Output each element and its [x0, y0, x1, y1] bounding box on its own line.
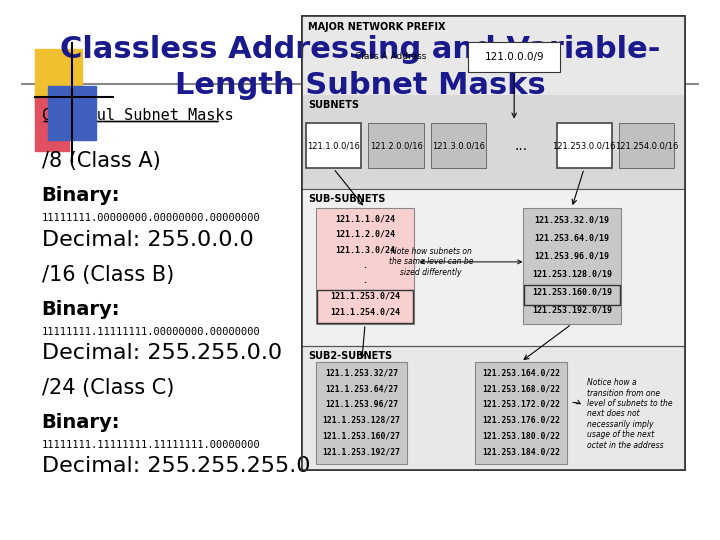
Text: 121.3.0.0/16: 121.3.0.0/16 [432, 141, 485, 150]
Bar [302, 16, 685, 94]
Text: 121.1.253.32/27: 121.1.253.32/27 [325, 368, 398, 377]
Text: 121.253.176.0/22: 121.253.176.0/22 [482, 416, 560, 424]
Text: Classless Addressing and Variable-
Length Subnet Masks: Classless Addressing and Variable- Lengt… [60, 35, 660, 100]
Text: 121.253.32.0/19: 121.253.32.0/19 [534, 216, 609, 225]
Text: 121.253.172.0/22: 121.253.172.0/22 [482, 400, 560, 409]
Text: 121.0.0.0/9: 121.0.0.0/9 [485, 52, 544, 62]
Bar [318, 290, 413, 323]
Text: /24 (Class C): /24 (Class C) [42, 378, 174, 398]
Text: 121.253.180.0/22: 121.253.180.0/22 [482, 431, 560, 441]
Text: 11111111.11111111.11111111.00000000: 11111111.11111111.11111111.00000000 [42, 440, 260, 450]
Text: Note how subnets on
the same level can be
sized differently: Note how subnets on the same level can b… [389, 247, 474, 277]
Text: 121.253.184.0/22: 121.253.184.0/22 [482, 447, 560, 456]
Text: 121.253.168.0/22: 121.253.168.0/22 [482, 384, 560, 393]
Text: 121.253.64.0/19: 121.253.64.0/19 [534, 234, 609, 243]
Text: 11111111.11111111.00000000.00000000: 11111111.11111111.00000000.00000000 [42, 327, 260, 337]
Text: Notice how a
transition from one
level of subnets to the
next does not
necessari: Notice how a transition from one level o… [587, 378, 672, 450]
Text: 121.253.192.0/19: 121.253.192.0/19 [532, 305, 612, 314]
Bar [369, 123, 423, 168]
Bar [302, 189, 685, 346]
Text: 121.1.253.64/27: 121.1.253.64/27 [325, 384, 398, 393]
Text: 121.253.128.0/19: 121.253.128.0/19 [532, 269, 612, 279]
Text: 121.1.254.0/24: 121.1.254.0/24 [330, 307, 400, 316]
Text: Binary:: Binary: [42, 300, 120, 319]
Text: 121.253.96.0/19: 121.253.96.0/19 [534, 252, 609, 261]
Text: MAJOR NETWORK PREFIX: MAJOR NETWORK PREFIX [308, 22, 446, 32]
Text: /16 (Class B): /16 (Class B) [42, 265, 174, 285]
Text: SUB2-SUBNETS: SUB2-SUBNETS [308, 351, 392, 361]
Text: 121.1.253.96/27: 121.1.253.96/27 [325, 400, 398, 409]
Text: 121.2.0.0/16: 121.2.0.0/16 [369, 141, 423, 150]
Text: Decimal: 255.255.0.0: Decimal: 255.255.0.0 [42, 343, 282, 363]
Bar [35, 49, 82, 113]
Text: Decimal: 255.0.0.0: Decimal: 255.0.0.0 [42, 230, 253, 249]
Text: 121.253.164.0/22: 121.253.164.0/22 [482, 368, 560, 377]
Bar [302, 94, 685, 189]
Text: SUB-SUBNETS: SUB-SUBNETS [308, 194, 385, 205]
Text: 121.1.1.0/24: 121.1.1.0/24 [335, 214, 395, 223]
Text: 121.1.253.192/27: 121.1.253.192/27 [323, 447, 401, 456]
Bar [619, 123, 675, 168]
Text: 121.1.0.0/16: 121.1.0.0/16 [307, 141, 360, 150]
Text: 121.253.160.0/19: 121.253.160.0/19 [532, 287, 612, 296]
Bar [316, 208, 414, 324]
Text: .: . [363, 261, 368, 269]
Text: 121.253.0.0/16: 121.253.0.0/16 [552, 141, 616, 150]
Text: ...: ... [515, 139, 528, 152]
Text: .: . [363, 276, 368, 285]
Bar [306, 123, 361, 168]
Text: 121.254.0.0/16: 121.254.0.0/16 [615, 141, 678, 150]
Bar [431, 123, 486, 168]
Bar [35, 97, 68, 151]
Text: Binary:: Binary: [42, 413, 120, 432]
Text: 121.1.3.0/24: 121.1.3.0/24 [335, 245, 395, 254]
Text: 121.1.2.0/24: 121.1.2.0/24 [335, 230, 395, 239]
Text: Class A Address: Class A Address [355, 52, 426, 61]
Bar [523, 208, 621, 324]
Bar [302, 346, 685, 470]
Bar [524, 285, 619, 305]
Text: 121.1.253.0/24: 121.1.253.0/24 [330, 292, 400, 301]
Text: SUBNETS: SUBNETS [308, 100, 359, 110]
Text: Decimal: 255.255.255.0: Decimal: 255.255.255.0 [42, 456, 310, 476]
Text: Binary:: Binary: [42, 186, 120, 205]
Text: 11111111.00000000.00000000.00000000: 11111111.00000000.00000000.00000000 [42, 213, 260, 224]
Bar [48, 86, 96, 140]
Bar [557, 123, 612, 168]
Bar [302, 16, 685, 470]
Bar [316, 362, 408, 464]
Bar [475, 362, 567, 464]
Text: 121.1.253.128/27: 121.1.253.128/27 [323, 416, 401, 424]
Bar [469, 42, 560, 72]
Text: Classful Subnet Masks: Classful Subnet Masks [42, 108, 233, 123]
Bar [302, 16, 685, 470]
Text: /8 (Class A): /8 (Class A) [42, 151, 161, 171]
Text: 121.1.253.160/27: 121.1.253.160/27 [323, 431, 401, 441]
